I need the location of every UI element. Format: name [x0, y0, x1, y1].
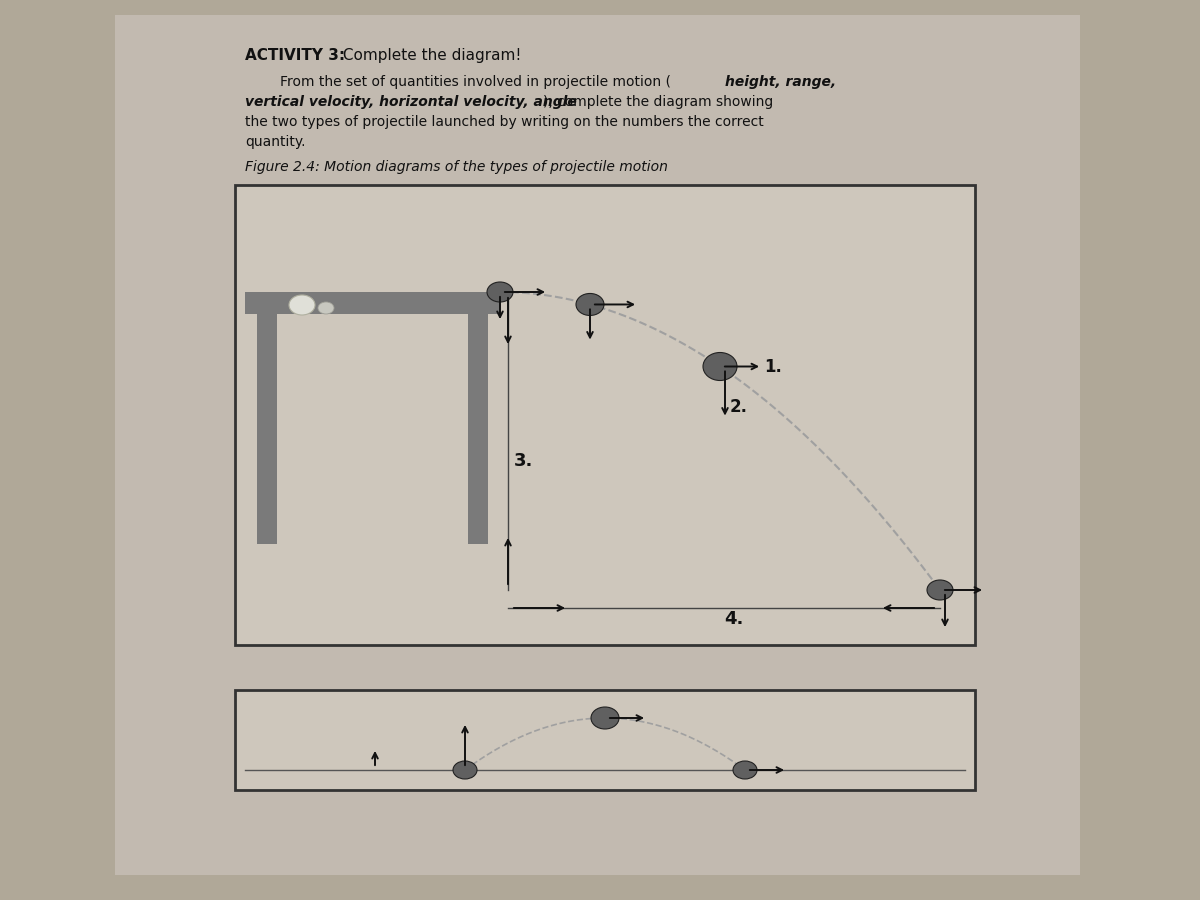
Text: vertical velocity, horizontal velocity, angle: vertical velocity, horizontal velocity, … [245, 95, 577, 109]
Ellipse shape [576, 293, 604, 316]
Ellipse shape [592, 707, 619, 729]
Text: 2.: 2. [730, 399, 748, 417]
Text: quantity.: quantity. [245, 135, 306, 149]
Text: 1.: 1. [764, 357, 782, 375]
FancyBboxPatch shape [245, 292, 500, 314]
FancyBboxPatch shape [468, 314, 488, 544]
Ellipse shape [703, 353, 737, 381]
Text: Figure 2.4: Motion diagrams of the types of projectile motion: Figure 2.4: Motion diagrams of the types… [245, 160, 668, 174]
Ellipse shape [289, 295, 314, 315]
Text: ACTIVITY 3:: ACTIVITY 3: [245, 48, 346, 63]
Ellipse shape [487, 282, 514, 302]
Text: 4.: 4. [725, 610, 744, 628]
FancyBboxPatch shape [235, 185, 974, 645]
Text: Complete the diagram!: Complete the diagram! [338, 48, 521, 63]
FancyBboxPatch shape [115, 15, 1080, 875]
Ellipse shape [733, 761, 757, 779]
Text: the two types of projectile launched by writing on the numbers the correct: the two types of projectile launched by … [245, 115, 763, 129]
Text: height, range,: height, range, [725, 75, 836, 89]
Text: From the set of quantities involved in projectile motion (: From the set of quantities involved in p… [245, 75, 671, 89]
FancyBboxPatch shape [235, 690, 974, 790]
Text: 3.: 3. [514, 452, 533, 470]
Ellipse shape [454, 761, 478, 779]
Ellipse shape [928, 580, 953, 600]
Text: ), complete the diagram showing: ), complete the diagram showing [542, 95, 773, 109]
FancyBboxPatch shape [257, 314, 277, 544]
Ellipse shape [318, 302, 334, 314]
